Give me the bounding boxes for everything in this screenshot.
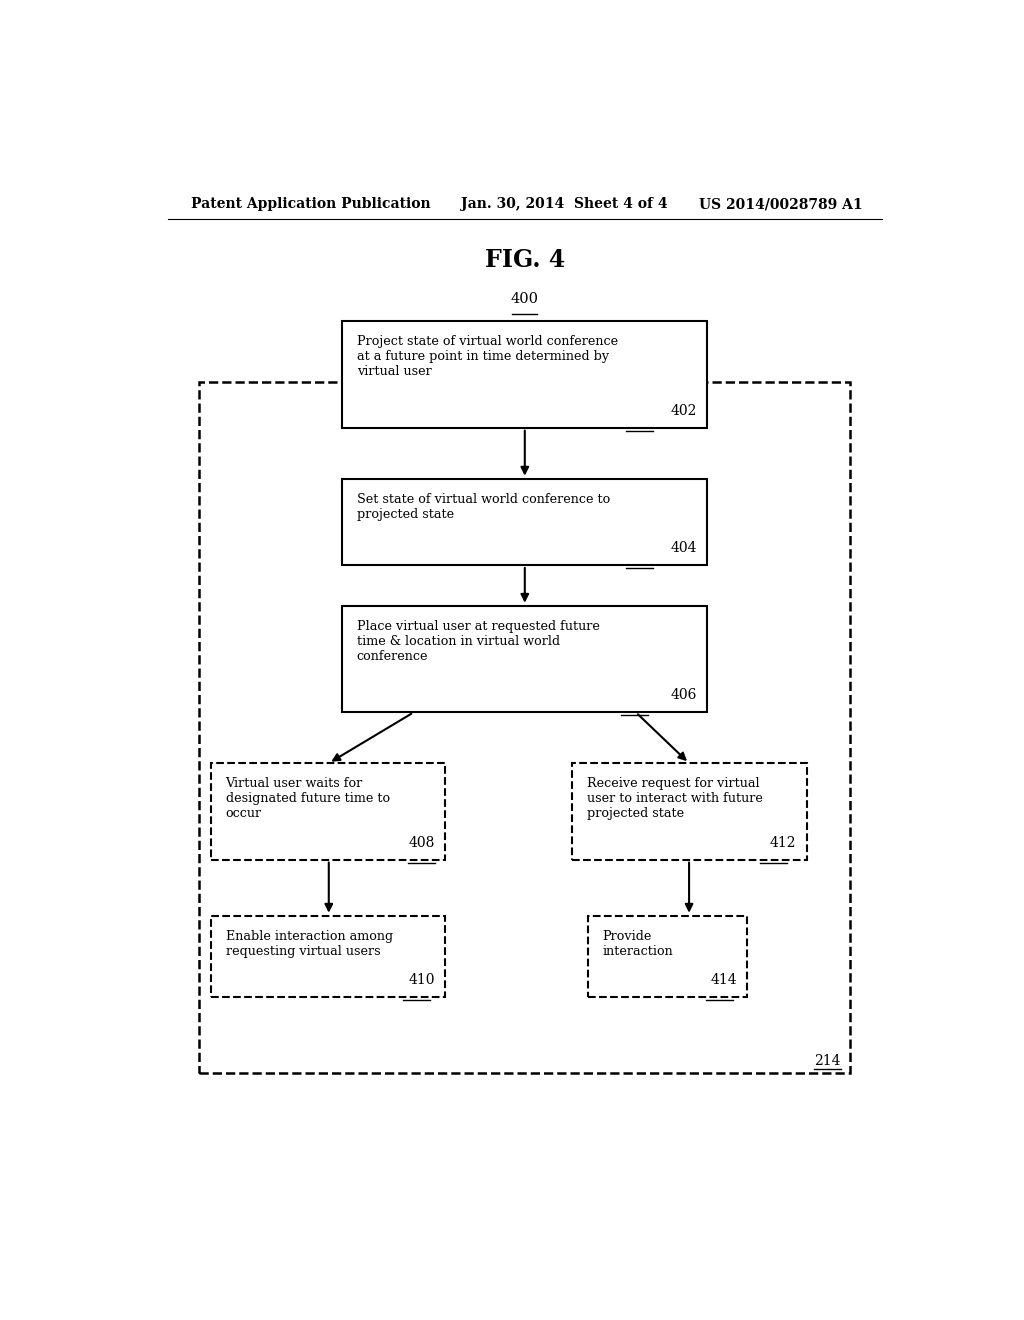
Text: 214: 214: [814, 1055, 841, 1068]
Bar: [211, 763, 445, 859]
Text: 408: 408: [409, 836, 435, 850]
Text: 400: 400: [511, 292, 539, 306]
Text: Project state of virtual world conference
at a future point in time determined b: Project state of virtual world conferenc…: [356, 335, 617, 379]
Text: Enable interaction among
requesting virtual users: Enable interaction among requesting virt…: [225, 929, 393, 958]
Text: 410: 410: [409, 973, 435, 987]
Text: 412: 412: [770, 836, 797, 850]
Text: FIG. 4: FIG. 4: [484, 248, 565, 272]
Text: Receive request for virtual
user to interact with future
projected state: Receive request for virtual user to inte…: [587, 777, 763, 821]
Text: US 2014/0028789 A1: US 2014/0028789 A1: [699, 197, 863, 211]
Bar: [588, 916, 748, 997]
Text: Jan. 30, 2014  Sheet 4 of 4: Jan. 30, 2014 Sheet 4 of 4: [461, 197, 668, 211]
Text: Virtual user waits for
designated future time to
occur: Virtual user waits for designated future…: [225, 777, 390, 821]
Bar: [572, 763, 807, 859]
Text: Provide
interaction: Provide interaction: [602, 929, 674, 958]
Text: Patent Application Publication: Patent Application Publication: [191, 197, 431, 211]
Bar: [342, 321, 708, 428]
Text: Place virtual user at requested future
time & location in virtual world
conferen: Place virtual user at requested future t…: [356, 620, 599, 663]
Bar: [342, 606, 708, 713]
Text: 404: 404: [671, 541, 697, 554]
Bar: [342, 479, 708, 565]
Text: Set state of virtual world conference to
projected state: Set state of virtual world conference to…: [356, 492, 610, 521]
Text: 414: 414: [710, 973, 736, 987]
Bar: [200, 381, 850, 1073]
Text: 402: 402: [671, 404, 697, 417]
Bar: [211, 916, 445, 997]
Text: 406: 406: [671, 688, 697, 702]
